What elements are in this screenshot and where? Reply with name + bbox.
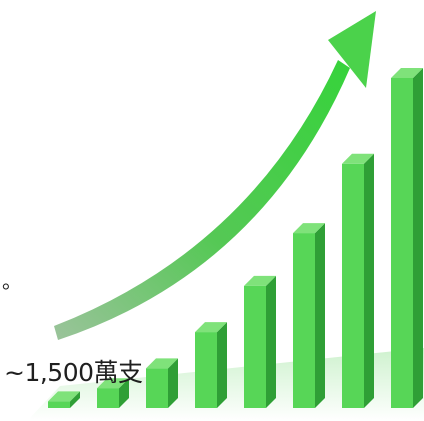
bar-front [146, 368, 168, 408]
bar-top [146, 358, 178, 369]
bar-side [315, 223, 325, 408]
bar-4 [195, 322, 227, 408]
trend-arrow-head [328, 11, 376, 88]
bar-front [244, 285, 266, 408]
bar-group [48, 68, 423, 408]
bar-top [293, 223, 325, 234]
value-label: ~1,500萬支 [4, 358, 143, 387]
bar-side [119, 378, 129, 408]
bar-front [293, 233, 315, 408]
bar-8 [391, 68, 423, 408]
bar-top [97, 378, 129, 389]
bar-side [364, 153, 374, 408]
bar-side [168, 358, 178, 408]
bar-side [266, 275, 276, 408]
bar-front [97, 388, 119, 408]
trend-arrow [54, 11, 376, 340]
bar-top [391, 68, 423, 78]
bar-7 [342, 153, 374, 408]
punctuation-mark: 。 [2, 269, 22, 293]
bar-side [217, 322, 227, 408]
bar-3 [146, 358, 178, 408]
bar-5 [244, 275, 276, 408]
bar-top [195, 322, 227, 333]
bar-side [413, 68, 423, 408]
bar-top [48, 391, 80, 402]
bar-front [391, 78, 413, 408]
bar-top [342, 153, 374, 164]
bar-2 [97, 378, 129, 408]
bar-front [48, 401, 70, 408]
bar-6 [293, 223, 325, 408]
bar-1 [48, 391, 80, 408]
bar-top [244, 275, 276, 286]
bar-front [342, 163, 364, 408]
bar-front [195, 332, 217, 408]
bar-side [70, 391, 80, 408]
